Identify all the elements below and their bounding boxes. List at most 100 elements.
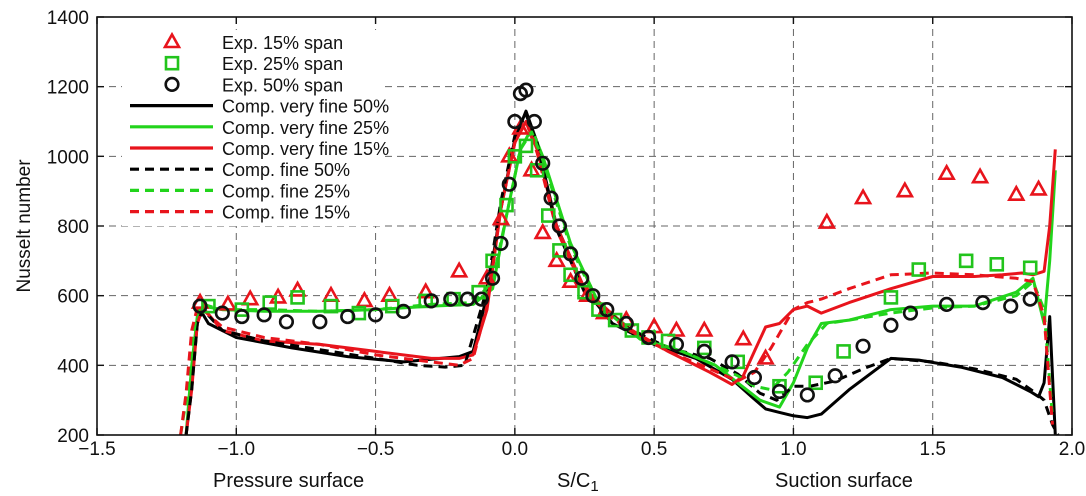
- data-point: [290, 290, 305, 305]
- x-tick-label: 1.0: [780, 439, 806, 460]
- data-point: [540, 208, 556, 223]
- data-point: [485, 253, 500, 269]
- data-point: [911, 262, 927, 277]
- data-point: [1022, 291, 1038, 307]
- y-tick-label: 800: [57, 217, 89, 238]
- data-point: [883, 317, 899, 333]
- data-point: [535, 155, 551, 171]
- data-point: [799, 387, 815, 403]
- data-point: [939, 296, 955, 312]
- data-point: [618, 315, 634, 332]
- x-tick-label: 1.5: [920, 439, 946, 460]
- x-tick-label: 2.0: [1059, 439, 1085, 460]
- data-point: [312, 314, 328, 330]
- y-tick-label: 600: [57, 287, 89, 308]
- data-point: [756, 348, 775, 365]
- data-point: [533, 222, 552, 240]
- y-tick-label: 400: [57, 356, 89, 377]
- x-axis-label: S/C1: [557, 470, 599, 495]
- data-point: [771, 383, 788, 400]
- x-axis-label-main: S/C: [557, 470, 590, 492]
- series-exp-50-span: [192, 82, 1038, 403]
- data-point: [449, 261, 469, 278]
- legend-marker: [164, 55, 180, 71]
- data-point: [574, 270, 590, 286]
- data-point: [443, 291, 459, 307]
- data-point: [1022, 260, 1038, 276]
- data-point: [746, 369, 763, 386]
- x-tick-label: 0.0: [502, 439, 528, 460]
- data-point: [817, 212, 837, 229]
- data-point: [640, 329, 657, 346]
- data-point: [380, 285, 399, 302]
- data-point: [808, 375, 824, 391]
- legend-label: Comp. very fine 50%: [222, 97, 389, 117]
- data-point: [902, 305, 919, 321]
- legend-marker: [162, 31, 182, 49]
- legend-label: Comp. fine 50%: [222, 160, 350, 180]
- data-point: [526, 113, 542, 130]
- data-point: [667, 320, 686, 337]
- axis-ticks: −1.5 −1.0 −0.5 0.0 0.5 1.0 1.5 2.0 200 400 600 800 1…: [47, 8, 1085, 460]
- data-point: [418, 293, 434, 309]
- plot-series: [179, 82, 1060, 436]
- data-point: [234, 308, 250, 325]
- data-point: [214, 305, 230, 321]
- series-line: [179, 130, 1054, 436]
- data-point: [423, 293, 439, 309]
- data-point: [734, 329, 753, 346]
- data-point: [883, 290, 899, 305]
- series-comp-fine-15: [179, 120, 1054, 436]
- data-point: [772, 378, 787, 394]
- data-point: [507, 149, 523, 164]
- data-point: [730, 354, 746, 370]
- data-point: [355, 290, 374, 308]
- data-point: [321, 285, 341, 302]
- pressure-surface-label: Pressure surface: [213, 470, 364, 492]
- suction-surface-label: Suction surface: [775, 470, 913, 492]
- x-tick-label: 0.5: [641, 439, 667, 460]
- data-point: [695, 320, 714, 337]
- data-point: [827, 368, 843, 384]
- data-point: [473, 291, 490, 307]
- data-point: [577, 284, 592, 300]
- data-point: [989, 257, 1005, 272]
- legend-label: Exp. 25% span: [222, 54, 343, 74]
- x-tick-label: −1.5: [78, 439, 116, 460]
- data-point: [591, 302, 606, 317]
- data-point: [1029, 179, 1048, 196]
- data-point: [201, 298, 216, 314]
- data-point: [501, 176, 517, 192]
- data-point: [234, 302, 250, 317]
- data-point: [551, 218, 568, 234]
- legend-label: Comp. very fine 25%: [222, 118, 389, 138]
- data-point: [484, 270, 501, 286]
- data-point: [192, 298, 208, 314]
- y-axis-label: Nusselt number: [14, 159, 35, 293]
- x-axis-label-subscript: 1: [590, 478, 598, 495]
- data-point: [459, 291, 476, 307]
- legend-label: Comp. fine 15%: [222, 203, 350, 223]
- y-tick-label: 1400: [47, 8, 89, 29]
- data-point: [724, 354, 740, 370]
- data-point: [491, 208, 511, 226]
- data-point: [493, 235, 509, 252]
- data-point: [395, 303, 412, 319]
- data-point: [240, 288, 260, 306]
- data-point: [668, 336, 685, 353]
- data-point: [970, 167, 990, 184]
- data-point: [471, 284, 486, 300]
- data-point: [937, 163, 956, 181]
- data-point: [836, 344, 851, 359]
- series-line: [179, 120, 1054, 436]
- data-point: [585, 288, 601, 304]
- data-point: [340, 308, 356, 325]
- y-tick-label: 1200: [47, 78, 89, 99]
- legend-label: Comp. fine 25%: [222, 181, 350, 201]
- x-tick-label: −1.0: [218, 439, 256, 460]
- data-point: [543, 190, 559, 206]
- data-point: [855, 338, 871, 354]
- data-point: [599, 302, 615, 318]
